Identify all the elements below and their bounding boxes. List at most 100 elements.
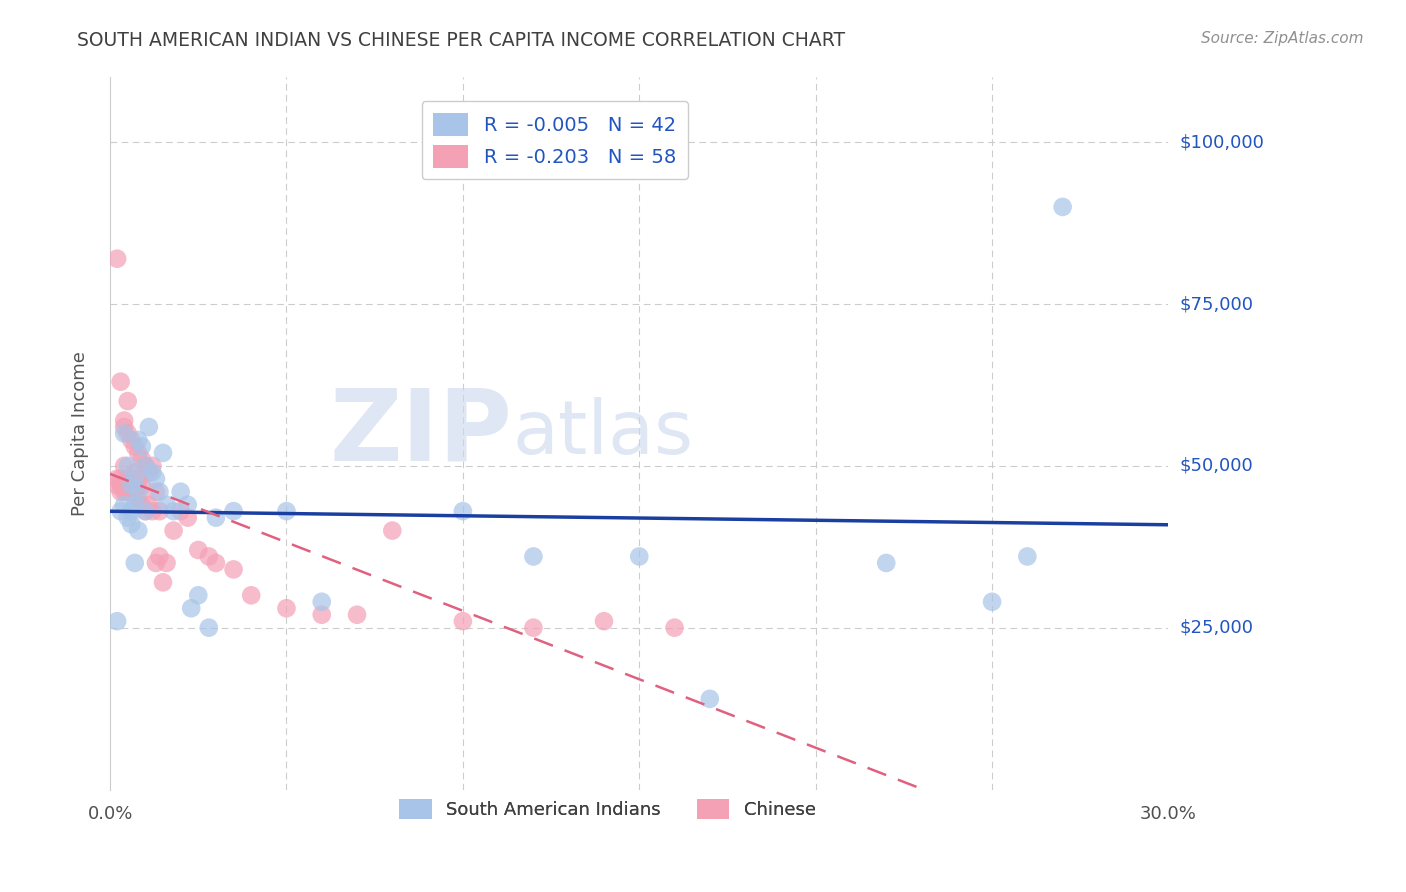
Point — [155, 556, 177, 570]
Point — [145, 556, 167, 570]
Point — [198, 549, 221, 564]
Point — [110, 375, 132, 389]
Point — [664, 621, 686, 635]
Point — [593, 614, 616, 628]
Point — [152, 446, 174, 460]
Point — [134, 504, 156, 518]
Point — [176, 498, 198, 512]
Point — [198, 621, 221, 635]
Point — [105, 252, 128, 266]
Point — [117, 484, 139, 499]
Point — [127, 433, 149, 447]
Point — [148, 549, 170, 564]
Point — [134, 504, 156, 518]
Point — [276, 601, 298, 615]
Point — [162, 504, 184, 518]
Text: Source: ZipAtlas.com: Source: ZipAtlas.com — [1201, 31, 1364, 46]
Point — [875, 556, 897, 570]
Point — [127, 524, 149, 538]
Point — [110, 472, 132, 486]
Point — [112, 413, 135, 427]
Point — [120, 478, 142, 492]
Point — [131, 498, 153, 512]
Point — [124, 478, 146, 492]
Point — [187, 543, 209, 558]
Point — [124, 465, 146, 479]
Point — [112, 426, 135, 441]
Point — [110, 478, 132, 492]
Point — [105, 478, 128, 492]
Point — [522, 549, 544, 564]
Point — [120, 517, 142, 532]
Point — [120, 472, 142, 486]
Point — [110, 504, 132, 518]
Text: $25,000: $25,000 — [1180, 619, 1254, 637]
Point — [1052, 200, 1074, 214]
Point — [381, 524, 404, 538]
Text: atlas: atlas — [512, 397, 693, 470]
Text: $50,000: $50,000 — [1180, 457, 1253, 475]
Point — [699, 691, 721, 706]
Point — [124, 484, 146, 499]
Point — [112, 498, 135, 512]
Point — [134, 458, 156, 473]
Point — [117, 472, 139, 486]
Point — [346, 607, 368, 622]
Point — [120, 484, 142, 499]
Point — [124, 439, 146, 453]
Point — [187, 588, 209, 602]
Point — [169, 484, 191, 499]
Point — [145, 484, 167, 499]
Point — [522, 621, 544, 635]
Point — [162, 524, 184, 538]
Point — [152, 575, 174, 590]
Point — [180, 601, 202, 615]
Point — [134, 458, 156, 473]
Point — [105, 472, 128, 486]
Point — [127, 491, 149, 506]
Text: $75,000: $75,000 — [1180, 295, 1254, 313]
Point — [451, 614, 474, 628]
Point — [176, 510, 198, 524]
Point — [127, 472, 149, 486]
Point — [145, 472, 167, 486]
Point — [112, 458, 135, 473]
Point — [117, 510, 139, 524]
Point — [1017, 549, 1039, 564]
Point — [451, 504, 474, 518]
Point — [117, 394, 139, 409]
Point — [311, 607, 333, 622]
Point — [120, 504, 142, 518]
Point — [222, 504, 245, 518]
Point — [105, 614, 128, 628]
Point — [124, 472, 146, 486]
Point — [131, 439, 153, 453]
Point — [148, 484, 170, 499]
Point — [981, 595, 1004, 609]
Point — [124, 498, 146, 512]
Point — [240, 588, 263, 602]
Point — [127, 446, 149, 460]
Text: $100,000: $100,000 — [1180, 133, 1264, 151]
Point — [120, 478, 142, 492]
Point — [124, 556, 146, 570]
Point — [131, 452, 153, 467]
Point — [141, 465, 163, 479]
Point — [169, 504, 191, 518]
Text: SOUTH AMERICAN INDIAN VS CHINESE PER CAPITA INCOME CORRELATION CHART: SOUTH AMERICAN INDIAN VS CHINESE PER CAP… — [77, 31, 845, 50]
Point — [117, 458, 139, 473]
Point — [141, 504, 163, 518]
Y-axis label: Per Capita Income: Per Capita Income — [72, 351, 89, 516]
Point — [117, 426, 139, 441]
Point — [205, 556, 228, 570]
Point — [155, 498, 177, 512]
Point — [311, 595, 333, 609]
Point — [138, 498, 160, 512]
Point — [112, 420, 135, 434]
Point — [138, 465, 160, 479]
Point — [628, 549, 651, 564]
Point — [120, 433, 142, 447]
Point — [205, 510, 228, 524]
Point — [148, 504, 170, 518]
Point — [222, 562, 245, 576]
